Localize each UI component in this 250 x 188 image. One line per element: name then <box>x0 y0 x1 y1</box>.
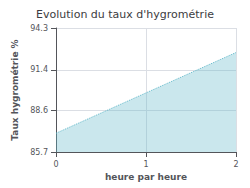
svg-text:0: 0 <box>53 160 58 169</box>
svg-text:91.4: 91.4 <box>30 65 48 74</box>
svg-text:94.3: 94.3 <box>30 24 48 33</box>
svg-text:Taux hygrométrie %: Taux hygrométrie % <box>10 39 20 140</box>
svg-text:2: 2 <box>233 160 238 169</box>
svg-text:1: 1 <box>143 160 148 169</box>
svg-text:88.6: 88.6 <box>30 106 48 115</box>
svg-text:heure par heure: heure par heure <box>105 172 187 182</box>
svg-text:Evolution du taux d'hygrométri: Evolution du taux d'hygrométrie <box>36 8 214 21</box>
svg-text:85.7: 85.7 <box>30 148 48 157</box>
